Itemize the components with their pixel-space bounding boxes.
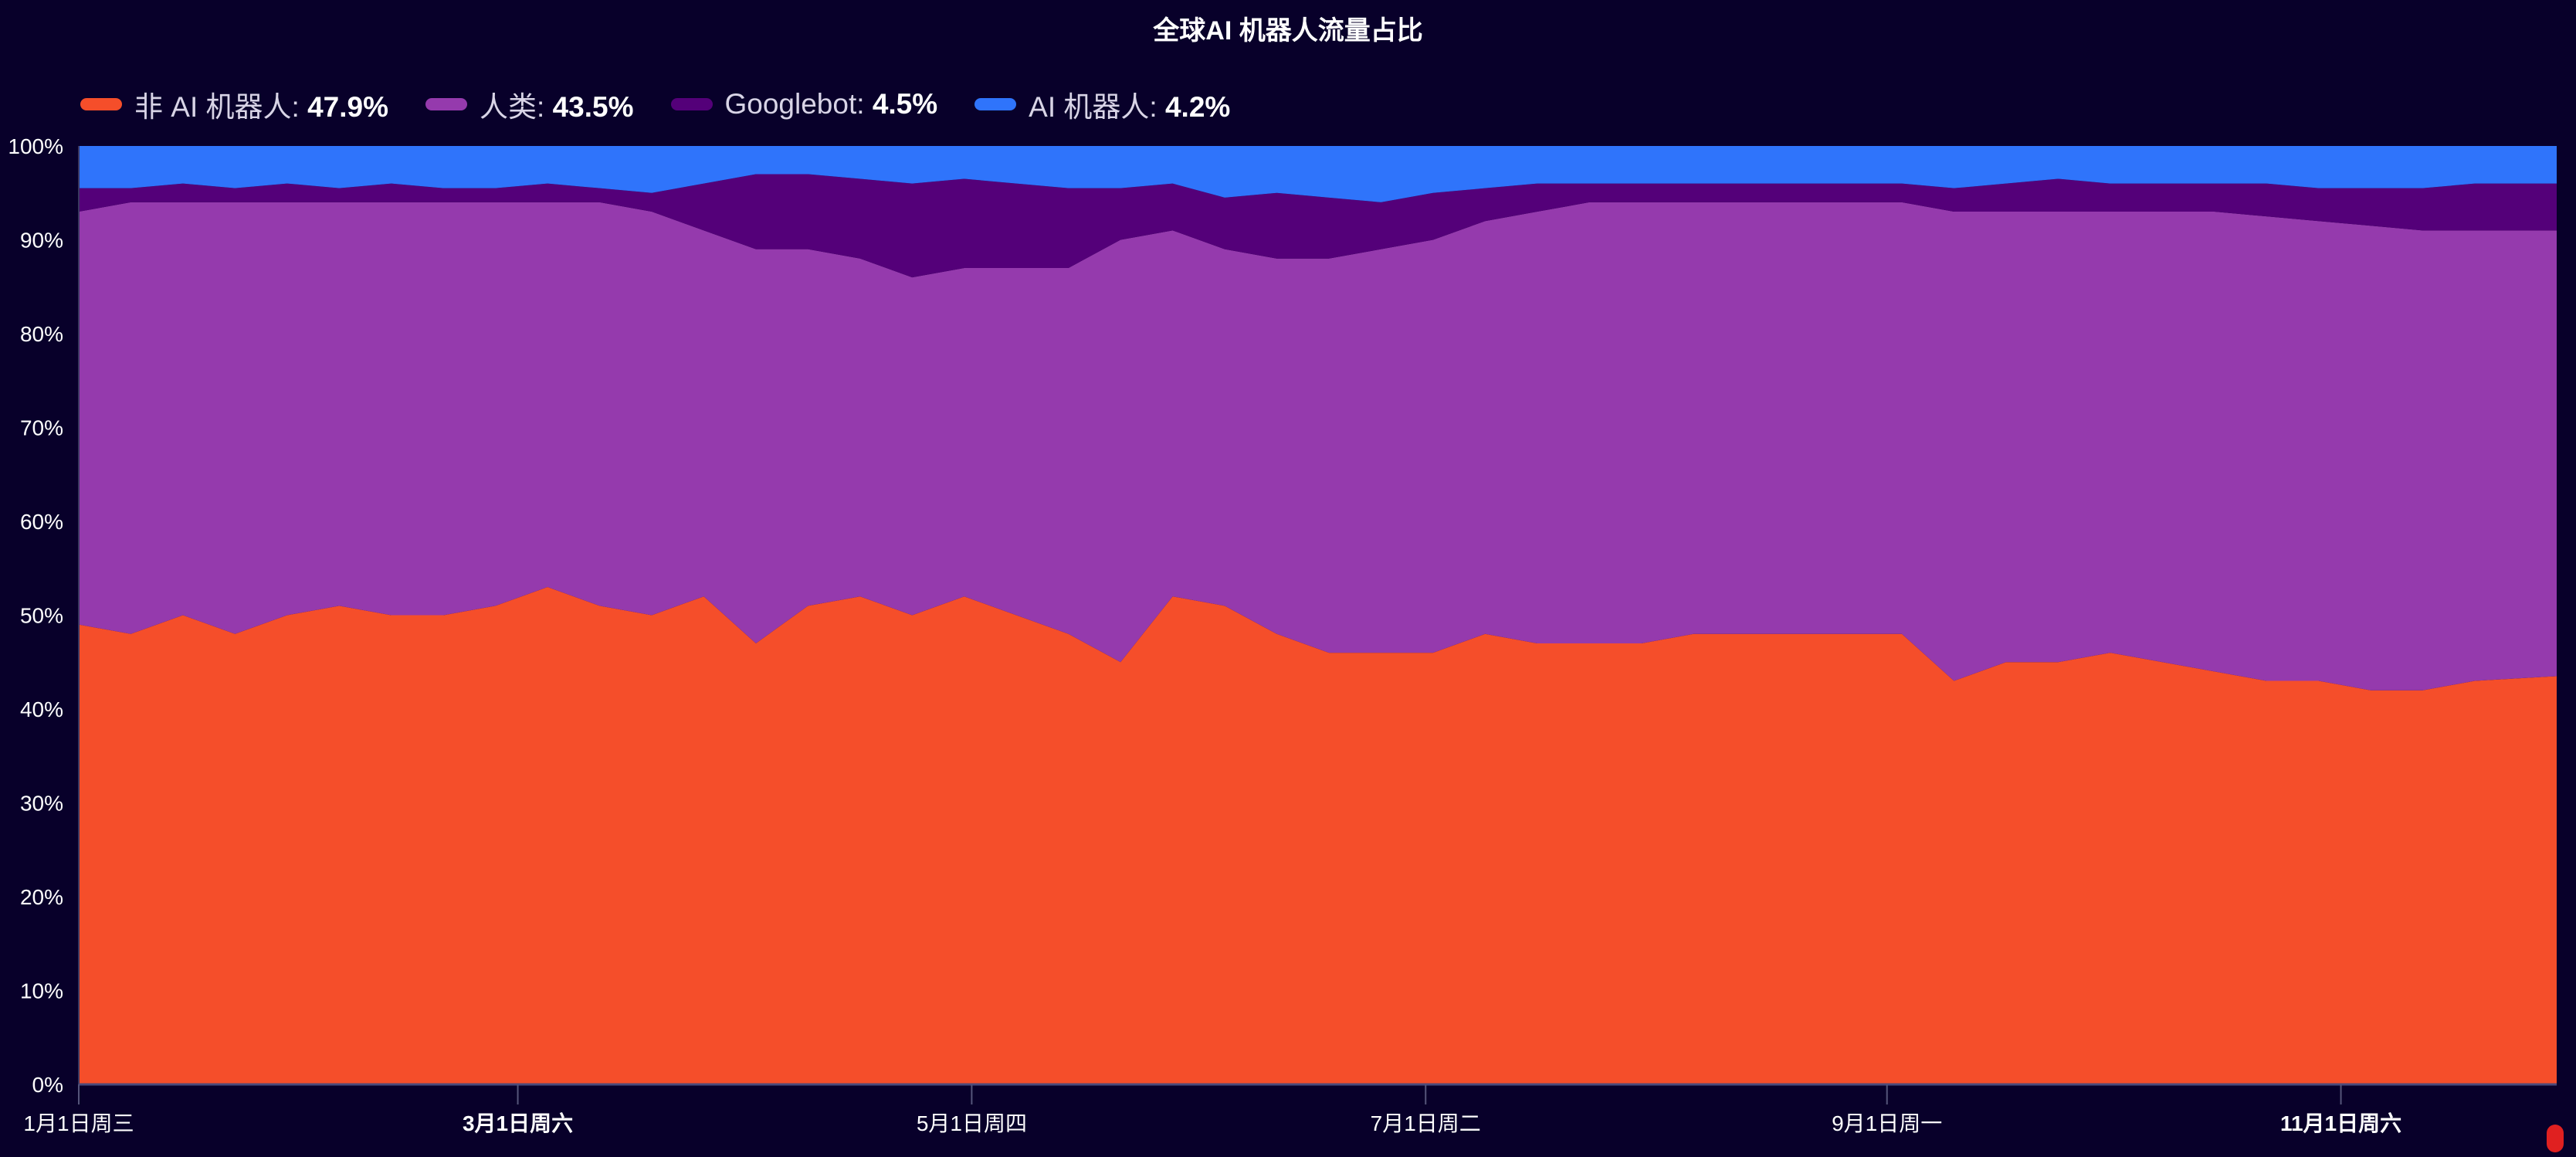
chart-title: 全球AI 机器人流量占比 (1153, 16, 1423, 46)
y-tick-label: 60% (20, 510, 63, 534)
y-tick-label: 30% (20, 792, 63, 816)
legend: 非 AI 机器人: 47.9% 人类: 43.5% Googlebot: 4.5… (80, 83, 1230, 125)
y-tick-label: 10% (20, 979, 63, 1003)
area-series-3 (79, 146, 2557, 202)
y-tick-label: 20% (20, 885, 63, 909)
legend-value: 43.5% (552, 91, 634, 123)
legend-swatch (80, 98, 122, 110)
legend-swatch (425, 98, 468, 110)
y-tick-label: 70% (20, 416, 63, 440)
legend-label: 人类 (480, 91, 537, 123)
area-series-2 (79, 174, 2557, 278)
watermark-logo (2547, 1125, 2564, 1152)
legend-value: 4.5% (872, 88, 938, 120)
legend-item-non-ai-bots[interactable]: 非 AI 机器人: 47.9% (80, 83, 388, 125)
x-tick-label: 7月1日周二 (1371, 1111, 1481, 1135)
legend-swatch (670, 98, 713, 110)
area-series-0 (79, 587, 2557, 1084)
legend-swatch (974, 98, 1017, 110)
legend-item-googlebot[interactable]: Googlebot: 4.5% (670, 88, 938, 120)
x-tick-label: 5月1日周四 (917, 1111, 1027, 1135)
x-tick-label: 11月1日周六 (2280, 1111, 2401, 1135)
x-tick-label: 9月1日周一 (1832, 1111, 1942, 1135)
area-series-1 (79, 202, 2557, 690)
y-tick-label: 90% (20, 229, 63, 253)
legend-item-ai-bots[interactable]: AI 机器人: 4.2% (974, 83, 1230, 125)
legend-label: AI 机器人 (1029, 91, 1150, 123)
y-tick-label: 50% (20, 604, 63, 628)
legend-value: 47.9% (307, 91, 389, 123)
x-tick-label: 3月1日周六 (463, 1111, 573, 1135)
y-tick-label: 40% (20, 697, 63, 721)
legend-label: 非 AI 机器人 (134, 91, 292, 123)
legend-item-human[interactable]: 人类: 43.5% (425, 83, 634, 125)
y-tick-label: 100% (8, 134, 63, 158)
legend-value: 4.2% (1164, 91, 1231, 123)
x-tick-label: 1月1日周三 (23, 1111, 134, 1135)
y-tick-label: 80% (20, 322, 63, 346)
y-tick-label: 0% (32, 1073, 63, 1097)
legend-label: Googlebot (724, 88, 857, 120)
